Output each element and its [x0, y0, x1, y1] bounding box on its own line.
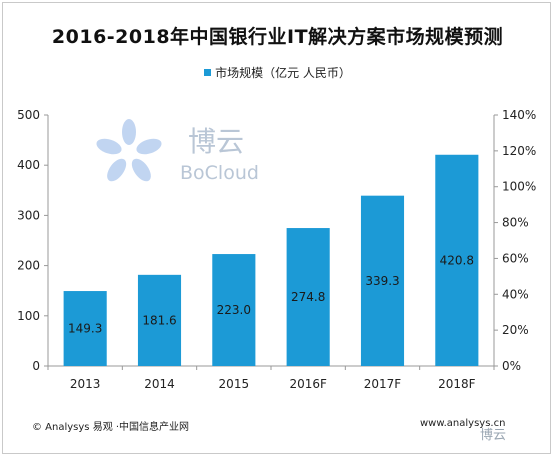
y2-tick-label: 0%	[502, 359, 521, 373]
bar	[435, 154, 479, 366]
y2-tick-label: 80%	[502, 216, 529, 230]
bar-value-label: 149.3	[68, 322, 102, 336]
legend-label: 市场规模（亿元 人民币）	[215, 66, 351, 80]
bar	[360, 195, 405, 366]
bar-value-label: 274.8	[291, 290, 325, 304]
bar-value-label: 181.6	[142, 313, 176, 327]
x-tick-label: 2016F	[289, 377, 327, 391]
x-tick-label: 2014	[144, 377, 175, 391]
bar	[63, 291, 107, 366]
bar	[286, 228, 330, 366]
bar	[137, 274, 182, 366]
x-tick-label: 2017F	[364, 377, 402, 391]
legend-swatch	[204, 69, 212, 76]
chart-title: 2016-2018年中国银行业IT解决方案市场规模预测	[51, 26, 504, 48]
chart-legend: 市场规模（亿元 人民币）	[0, 64, 555, 81]
y-tick-label: 200	[17, 259, 40, 273]
y2-tick-label: 40%	[502, 287, 529, 301]
y-tick-label: 0	[32, 359, 40, 373]
watermark-logo-en: BoCloud	[180, 162, 259, 184]
watermark-logo-cn: 博云	[188, 125, 245, 158]
bar-value-label: 339.3	[365, 274, 399, 288]
y-tick-label: 100	[17, 309, 40, 323]
y-tick-label: 500	[17, 108, 40, 122]
bar-value-label: 420.8	[440, 253, 474, 267]
y2-tick-label: 60%	[502, 251, 529, 265]
bar	[212, 254, 256, 366]
y2-tick-label: 100%	[502, 180, 536, 194]
x-tick-label: 2013	[70, 377, 101, 391]
y-tick-label: 300	[17, 208, 40, 222]
chart-frame	[2, 2, 551, 454]
y2-tick-label: 120%	[502, 144, 536, 158]
y2-tick-label: 20%	[502, 323, 529, 337]
y-tick-label: 400	[17, 158, 40, 172]
y2-tick-label: 140%	[502, 108, 536, 122]
x-tick-label: 2015	[219, 377, 250, 391]
bar-value-label: 223.0	[217, 303, 251, 317]
bocloud-logo-icon	[96, 119, 162, 182]
brand-watermark: 博云	[480, 428, 507, 443]
source-credit: © Analysys 易观 ·中国信息产业网	[32, 422, 190, 433]
x-tick-label: 2018F	[438, 377, 476, 391]
website-text: www.analysys.cn	[420, 418, 506, 429]
